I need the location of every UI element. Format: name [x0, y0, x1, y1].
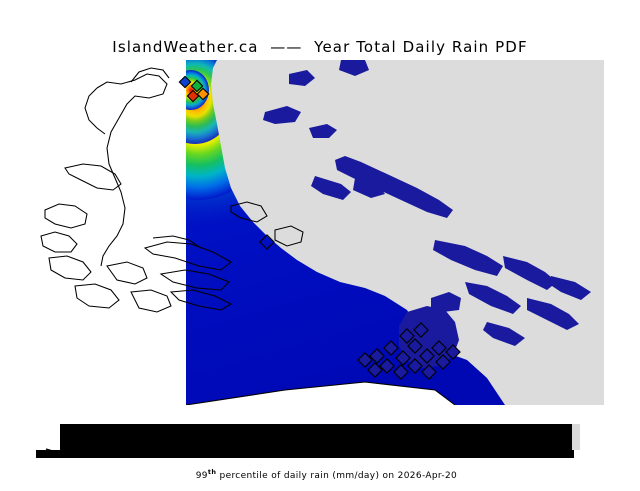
colorbar-caption: 99th percentile of daily rain (mm/day) o… [0, 458, 640, 491]
water-inlets-layer [263, 60, 591, 368]
land-layer [211, 60, 604, 405]
colorbar[interactable] [60, 424, 580, 450]
caption-percentile-suffix: th [207, 468, 217, 476]
map-panel[interactable] [35, 60, 604, 405]
page-title: IslandWeather.ca —— Year Total Daily Rai… [112, 38, 528, 56]
coastline-over-field-layer [64, 163, 304, 311]
station-markers-layer[interactable] [178, 75, 461, 380]
colorbar-gradient [60, 424, 580, 450]
map-canvas[interactable] [35, 60, 604, 405]
caption-text: percentile of daily rain (mm/day) on 202… [216, 471, 458, 481]
colorbar-baseline [36, 450, 574, 458]
colorbar-min-arrow-icon [36, 448, 59, 456]
weather-map-page: IslandWeather.ca —— Year Total Daily Rai… [35, 38, 604, 481]
caption-percentile-number: 99 [195, 471, 208, 481]
south-nodata-wedge [185, 381, 456, 405]
no-data-region [35, 60, 186, 405]
colorbar-tail-segment [572, 424, 580, 450]
coastline-layer [40, 67, 202, 313]
